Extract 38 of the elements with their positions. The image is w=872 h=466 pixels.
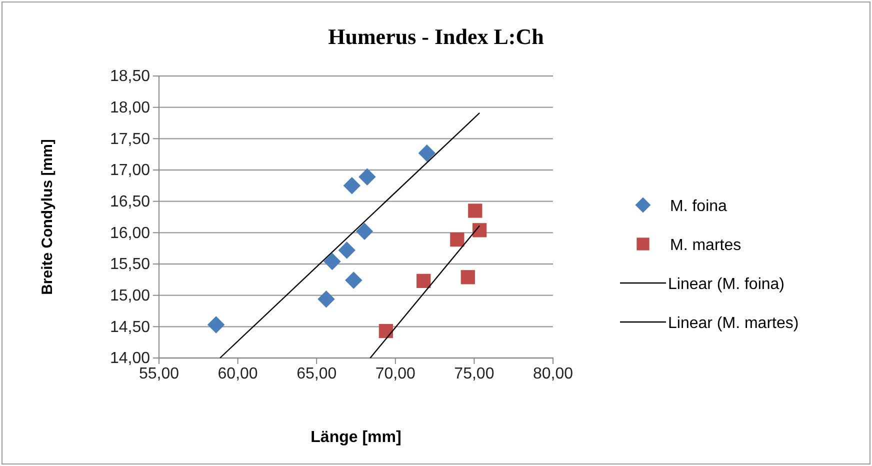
point bbox=[324, 252, 341, 270]
x-tick-label: 55,00 bbox=[138, 365, 180, 382]
point bbox=[345, 272, 362, 289]
point bbox=[468, 204, 482, 218]
x-axis-title: Länge [mm] bbox=[310, 429, 402, 446]
y-axis-title: Breite Condylus [mm] bbox=[39, 139, 56, 295]
point bbox=[416, 274, 431, 288]
point bbox=[460, 270, 475, 284]
point bbox=[356, 222, 374, 240]
y-tick-label: 15,00 bbox=[110, 287, 150, 304]
point bbox=[358, 168, 376, 186]
y-tick-label: 17,00 bbox=[110, 162, 150, 180]
point bbox=[472, 223, 487, 238]
point bbox=[207, 316, 225, 334]
point bbox=[450, 232, 464, 247]
y-tick-label: 14,00 bbox=[110, 350, 150, 368]
x-tick-label: 65,00 bbox=[296, 365, 337, 382]
y-tick-label: 18,00 bbox=[110, 99, 150, 116]
point bbox=[378, 324, 394, 338]
x-tick-label: 70,00 bbox=[375, 365, 416, 382]
legend-label: Linear (M. martes) bbox=[668, 315, 799, 332]
x-tick-label: 75,00 bbox=[454, 365, 494, 382]
chart-title: Humerus - Index L:Ch bbox=[328, 24, 544, 49]
x-tick-label: 80,00 bbox=[532, 365, 574, 382]
x-tick-label: 60,00 bbox=[218, 365, 258, 382]
y-tick-label: 14,50 bbox=[110, 318, 150, 336]
y-tick-label: 16,50 bbox=[110, 193, 150, 210]
y-tick-label: 17,50 bbox=[110, 130, 150, 148]
y-tick-label: 16,00 bbox=[110, 224, 150, 242]
legend-label: Linear (M. foina) bbox=[668, 276, 784, 293]
point bbox=[343, 177, 361, 194]
point bbox=[318, 290, 335, 308]
point bbox=[338, 242, 356, 259]
legend-label: M. martes bbox=[670, 237, 742, 254]
y-tick-label: 15,50 bbox=[110, 256, 150, 274]
y-tick-label: 18,50 bbox=[110, 68, 150, 86]
legend-label: M. foina bbox=[670, 198, 728, 215]
point bbox=[418, 144, 436, 162]
